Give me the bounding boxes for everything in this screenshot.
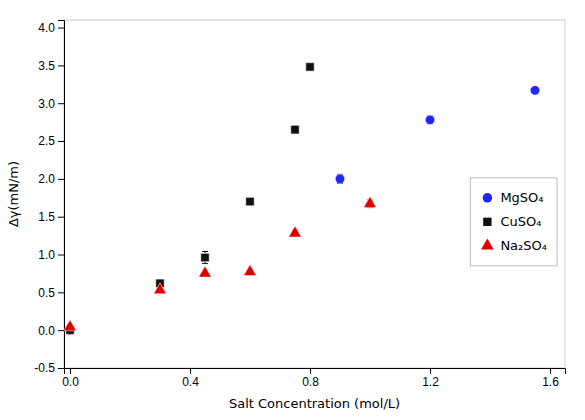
- tick-label: 3.5: [38, 59, 55, 73]
- tick: 1.6: [542, 368, 559, 389]
- tick-label: 0.0: [38, 324, 55, 338]
- x-axis-title: Salt Concentration (mol/L): [229, 396, 400, 411]
- tick: 2.5: [38, 134, 64, 148]
- legend-item: Na₂SO₄: [481, 238, 547, 253]
- tick-label: 1.5: [38, 210, 55, 224]
- legend-item: CuSO₄: [483, 214, 541, 229]
- tick: -0.5: [34, 361, 64, 375]
- tick: 0.5: [38, 286, 64, 300]
- series: [64, 196, 376, 330]
- tick-label: 3.0: [38, 97, 55, 111]
- tick-label: 0.0: [62, 375, 79, 389]
- point: [530, 86, 539, 95]
- error-bar-cap: [202, 263, 208, 264]
- point: [291, 126, 299, 134]
- legend-label: Na₂SO₄: [500, 238, 547, 253]
- tick-mark: [58, 217, 64, 218]
- tick-mark: [70, 368, 71, 374]
- tick-mark: [310, 368, 311, 374]
- tick: 1.2: [422, 368, 439, 389]
- tick-mark: [58, 255, 64, 256]
- tick-mark: [58, 28, 64, 29]
- legend-item: MgSO₄: [483, 190, 544, 205]
- point: [199, 266, 212, 277]
- tick-mark: [430, 368, 431, 374]
- tick-label: 1.0: [38, 248, 55, 262]
- marks: [64, 63, 540, 335]
- tick: 1.0: [38, 248, 64, 262]
- legend-symbol: [483, 193, 492, 202]
- tick-mark: [58, 103, 64, 104]
- tick-mark: [58, 65, 64, 66]
- tick-label: 2.5: [38, 134, 55, 148]
- tick: 0.0: [38, 324, 64, 338]
- series: [65, 86, 539, 335]
- error-bar-cap: [202, 251, 208, 252]
- tick-label: -0.5: [34, 361, 55, 375]
- tick: 0.4: [182, 368, 199, 389]
- tick: 0.8: [302, 368, 319, 389]
- y-axis-title: Δγ(mN/m): [6, 161, 21, 227]
- tick: 2.0: [38, 172, 64, 186]
- plot: 0.0 0.4 0.8 1.2 1.6 -0.5 0.0 0.5 1.0 1.5 2.0 2.5 3.0…: [34, 20, 565, 389]
- point: [364, 196, 377, 207]
- point: [306, 63, 314, 71]
- point: [201, 253, 209, 261]
- point: [335, 174, 344, 183]
- plot-frame: [64, 20, 565, 368]
- tick: 0.0: [62, 368, 79, 389]
- tick: 3.5: [38, 59, 64, 73]
- tick-label: 1.2: [422, 375, 439, 389]
- tick-mark: [550, 368, 551, 374]
- axis-line: [58, 21, 65, 369]
- tick-mark: [58, 330, 64, 331]
- legend-label: CuSO₄: [500, 214, 541, 229]
- legend-symbol: [483, 218, 491, 226]
- tick-mark: [58, 292, 64, 293]
- point: [244, 265, 257, 276]
- point: [289, 226, 302, 237]
- tick-label: 0.8: [302, 375, 319, 389]
- y-axis: -0.5 0.0 0.5 1.0 1.5 2.0 2.5 3.0 3.5 4.0: [34, 21, 64, 376]
- tick-mark: [58, 179, 64, 180]
- tick-label: 1.6: [542, 375, 559, 389]
- legend: MgSO₄ CuSO₄ Na₂SO₄: [470, 178, 557, 266]
- legend-box: [470, 178, 557, 266]
- tick-label: 4.0: [38, 21, 55, 35]
- point: [154, 283, 167, 294]
- axis-line: [65, 369, 566, 375]
- point: [246, 197, 254, 205]
- series: [66, 63, 314, 335]
- tick-label: 0.5: [38, 286, 55, 300]
- tick-mark: [58, 141, 64, 142]
- legend-label: MgSO₄: [500, 190, 543, 205]
- point: [64, 320, 76, 331]
- chart: 0.0 0.4 0.8 1.2 1.6 -0.5 0.0 0.5 1.0 1.5 2.0 2.5 3.0…: [0, 0, 585, 420]
- tick: 3.0: [38, 97, 64, 111]
- legend-symbol: [481, 238, 494, 249]
- tick: 4.0: [38, 21, 64, 35]
- tick-label: 0.4: [182, 375, 199, 389]
- tick: 1.5: [38, 210, 64, 224]
- tick-mark: [58, 368, 64, 369]
- x-axis: 0.0 0.4 0.8 1.2 1.6: [62, 368, 565, 389]
- tick-mark: [190, 368, 191, 374]
- point: [425, 115, 434, 124]
- tick-label: 2.0: [38, 172, 55, 186]
